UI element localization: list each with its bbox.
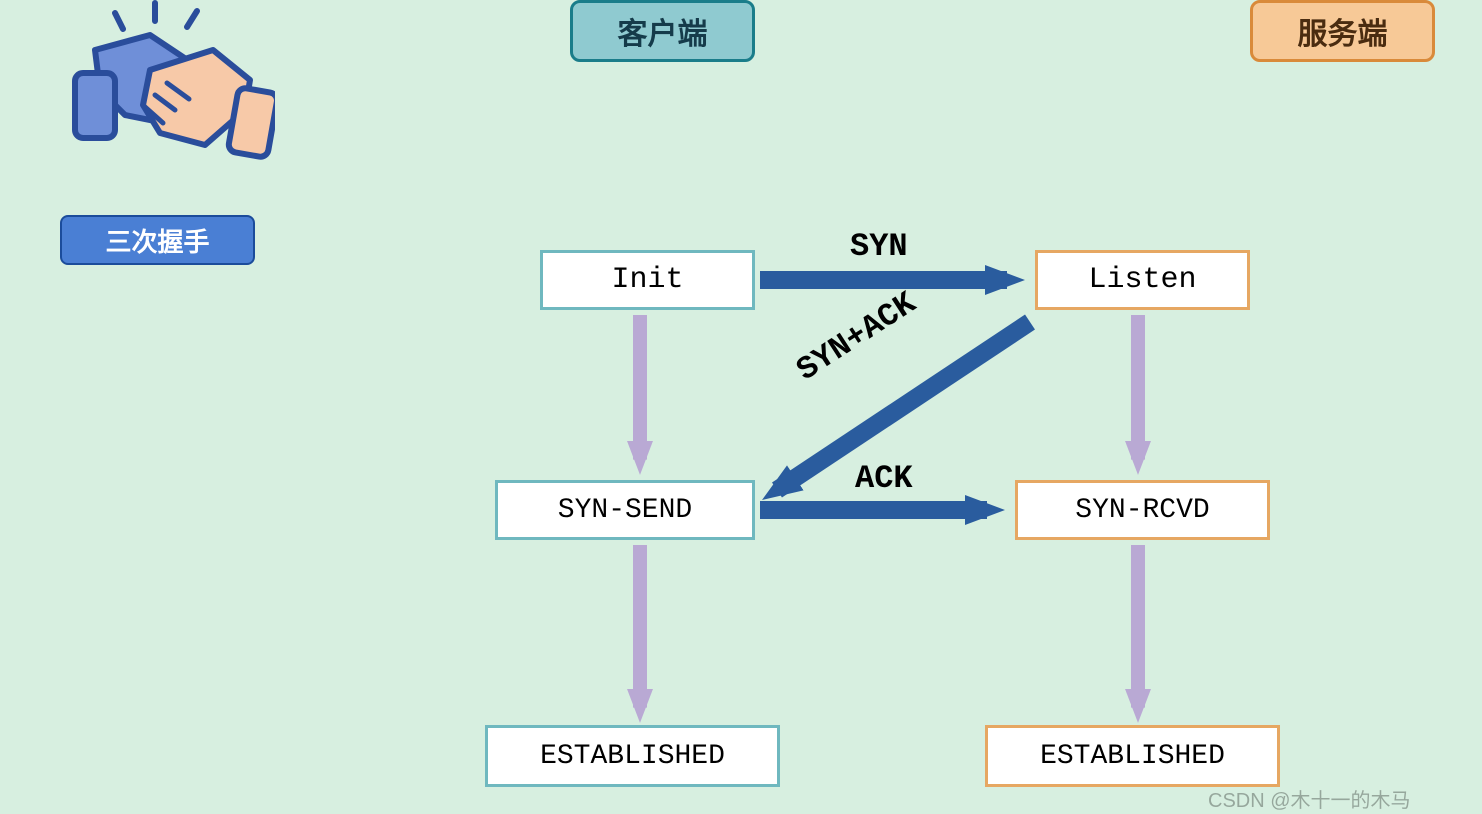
handshake-icon bbox=[55, 0, 275, 205]
header-client: 客户端 bbox=[570, 0, 755, 62]
node-server-syn-rcvd: SYN-RCVD bbox=[1015, 480, 1270, 540]
node-label: SYN-SEND bbox=[558, 495, 692, 526]
msg-label-syn: SYN bbox=[850, 228, 908, 265]
watermark: CSDN @木十一的木马 bbox=[1208, 784, 1411, 813]
msg-label-ack: ACK bbox=[855, 460, 913, 497]
node-client-syn-send: SYN-SEND bbox=[495, 480, 755, 540]
title-badge-label: 三次握手 bbox=[105, 222, 209, 259]
node-label: Init bbox=[611, 263, 683, 297]
header-server: 服务端 bbox=[1250, 0, 1435, 62]
node-client-init: Init bbox=[540, 250, 755, 310]
node-label: Listen bbox=[1088, 263, 1196, 297]
node-server-listen: Listen bbox=[1035, 250, 1250, 310]
node-label: ESTABLISHED bbox=[1040, 741, 1225, 772]
header-client-label: 客户端 bbox=[618, 9, 708, 53]
title-badge: 三次握手 bbox=[60, 215, 255, 265]
node-server-established: ESTABLISHED bbox=[985, 725, 1280, 787]
node-client-established: ESTABLISHED bbox=[485, 725, 780, 787]
header-server-label: 服务端 bbox=[1298, 9, 1388, 53]
node-label: ESTABLISHED bbox=[540, 741, 725, 772]
node-label: SYN-RCVD bbox=[1075, 495, 1209, 526]
